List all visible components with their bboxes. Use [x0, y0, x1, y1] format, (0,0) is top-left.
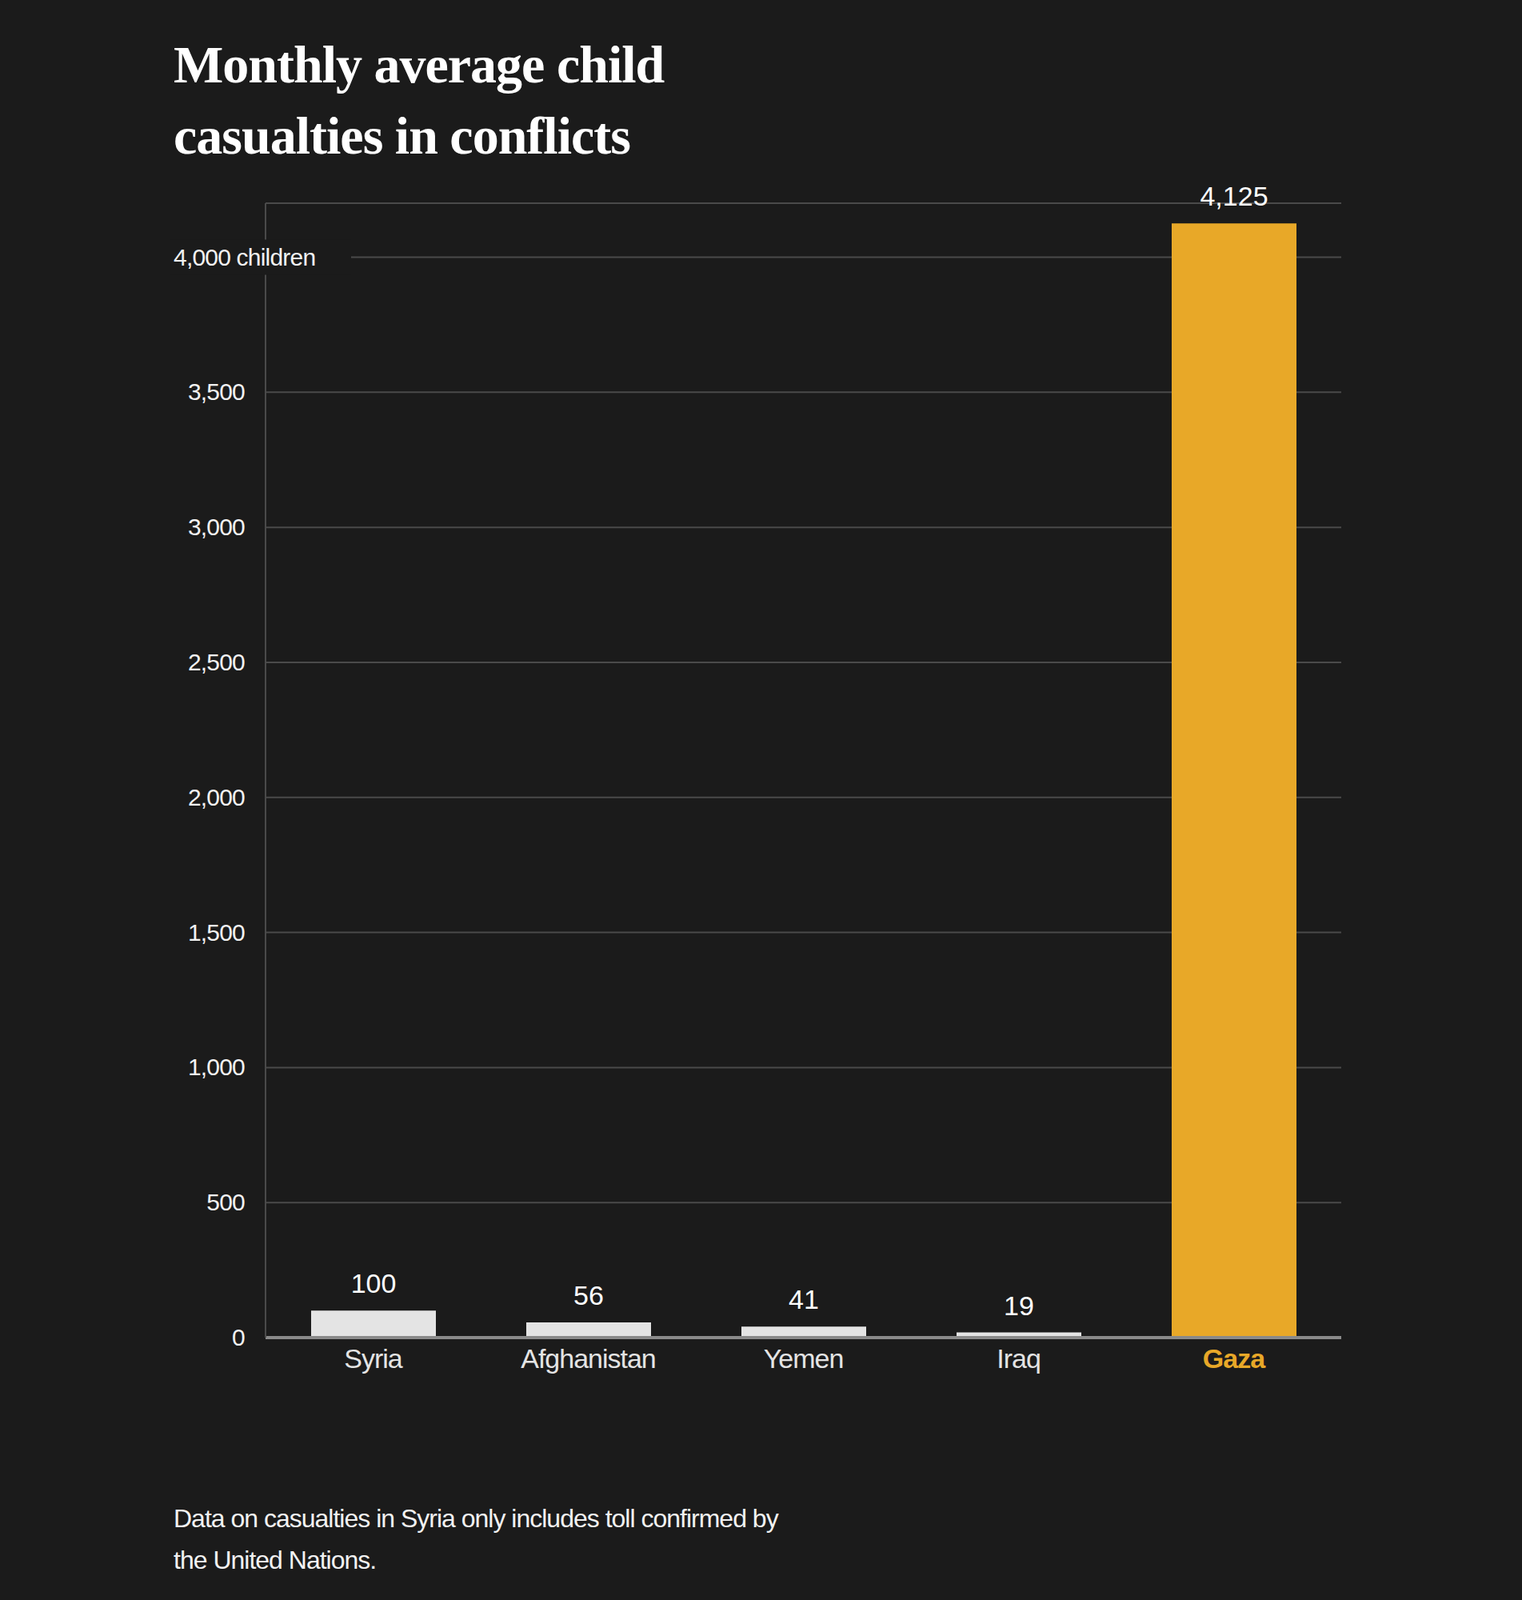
svg-text:2,000: 2,000	[187, 783, 245, 811]
svg-text:56: 56	[573, 1279, 604, 1311]
svg-text:1,000: 1,000	[187, 1053, 245, 1080]
svg-text:4,000 children: 4,000 children	[173, 243, 316, 271]
svg-text:Gaza: Gaza	[1202, 1342, 1267, 1374]
svg-text:Iraq: Iraq	[996, 1342, 1041, 1374]
svg-text:Syria: Syria	[343, 1342, 404, 1374]
svg-text:3,000: 3,000	[187, 513, 245, 540]
svg-text:19: 19	[1003, 1290, 1035, 1321]
html-text:Monthly average child casualti: Monthly average child casualties in conf…	[173, 35, 665, 165]
svg-text:100: 100	[351, 1267, 397, 1299]
svg-text:0: 0	[231, 1323, 245, 1351]
html-text:Data on casualties in Syria on: Data on casualties in Syria only include…	[173, 1503, 778, 1574]
svg-text:Yemen: Yemen	[763, 1342, 844, 1374]
svg-text:41: 41	[788, 1283, 819, 1315]
svg-text:2,500: 2,500	[187, 648, 245, 676]
svg-text:4,125: 4,125	[1199, 180, 1268, 212]
svg-text:1,500: 1,500	[187, 918, 245, 946]
svg-text:3,500: 3,500	[187, 378, 245, 405]
svg-text:Afghanistan: Afghanistan	[520, 1342, 656, 1374]
svg-text:500: 500	[206, 1188, 245, 1215]
